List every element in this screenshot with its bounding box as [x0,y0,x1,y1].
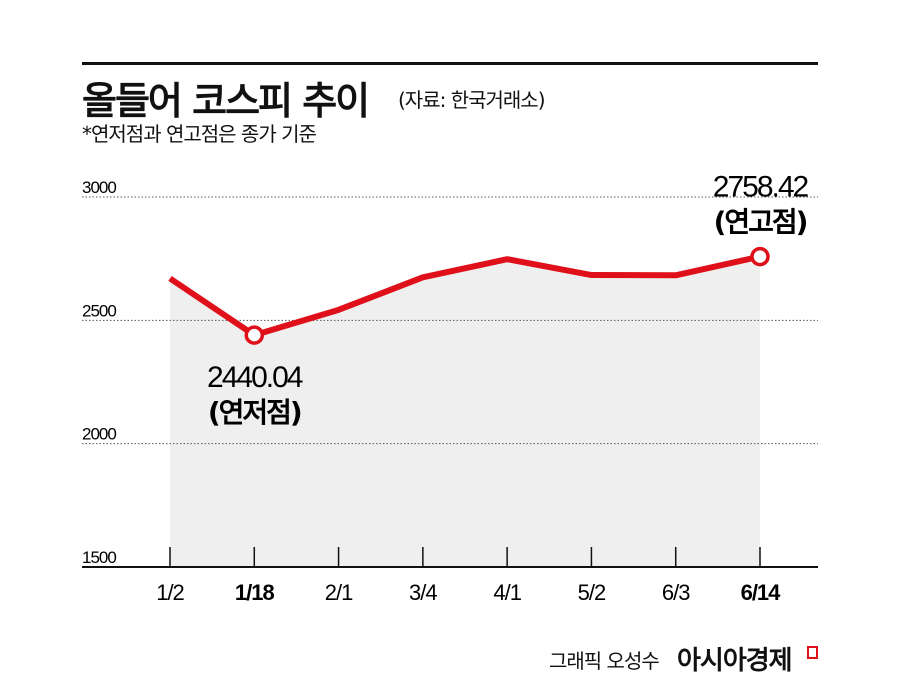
brand-logo: 아시아경제 [677,646,793,676]
y-tick-label: 2500 [82,301,116,320]
x-tick-label: 3/4 [409,580,437,605]
annotation-value: 2758.42 [713,171,809,204]
y-tick-label: 2000 [82,425,116,444]
annotation-label: (연저점) [208,396,301,429]
x-tick-label: 1/18 [235,580,275,605]
annotation-value: 2440.04 [207,361,303,394]
annotation-label: (연고점) [714,206,807,239]
extreme-marker [750,246,770,267]
brand-mark-icon [807,646,818,659]
top-rule [82,62,818,65]
x-tick-label: 6/14 [741,580,782,605]
x-tick-label: 6/3 [662,580,690,605]
x-tick-label: 1/2 [156,580,184,605]
chart-source: (자료: 한국거래소) [398,88,546,112]
chart-note: *연저점과 연고점은 종가 기준 [82,122,317,146]
graphic-credit: 그래픽 오성수 [549,649,660,673]
chart-title: 올들어 코스피 추이 [82,79,370,123]
area-fill [170,256,760,567]
y-tick-label: 3000 [82,178,116,197]
kospi-line [168,253,761,339]
x-tick-label: 4/1 [493,580,521,605]
y-tick-label: 1500 [82,548,116,567]
x-tick-label: 2/1 [325,580,353,605]
x-tick-label: 5/2 [578,580,606,605]
extreme-marker [244,325,265,345]
